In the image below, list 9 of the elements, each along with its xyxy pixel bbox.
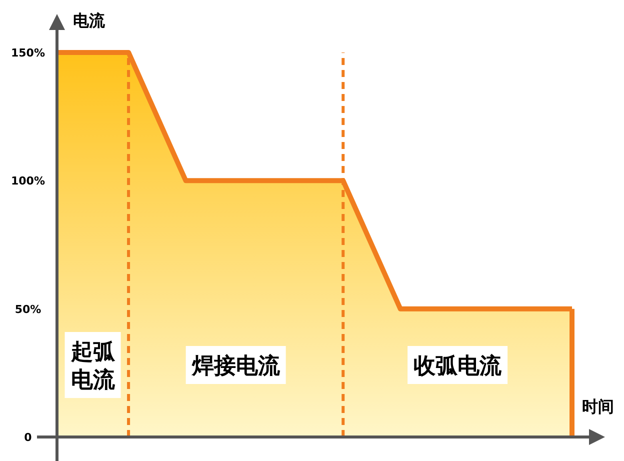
- y-tick-label: 100%: [11, 174, 45, 188]
- y-tick-label: 150%: [11, 46, 45, 60]
- annotation: 收弧电流: [414, 353, 503, 379]
- y-tick-label: 0: [24, 431, 32, 444]
- annotation: 起弧电流: [70, 340, 116, 393]
- y-axis-title: 电流: [73, 11, 106, 30]
- y-tick-label: 50%: [14, 302, 42, 316]
- annotation: 焊接电流: [190, 353, 281, 379]
- x-axis-title: 时间: [582, 397, 614, 416]
